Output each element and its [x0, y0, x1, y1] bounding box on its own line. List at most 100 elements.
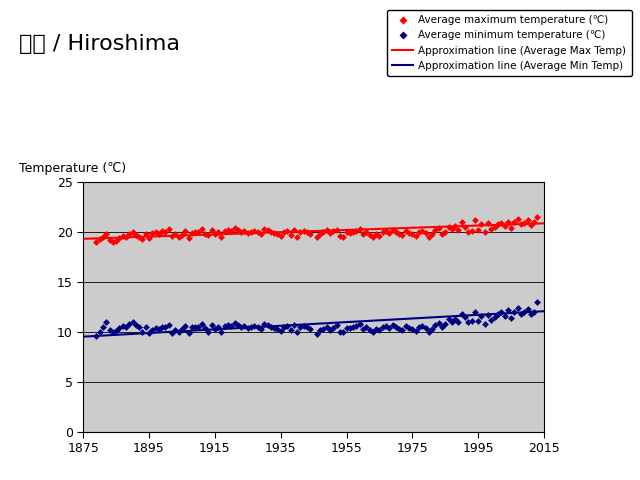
- Point: [220, 323, 230, 330]
- Point: [493, 220, 503, 228]
- Point: [134, 233, 144, 241]
- Point: [295, 228, 305, 236]
- Point: [318, 228, 328, 236]
- Point: [92, 239, 102, 246]
- Point: [345, 324, 355, 332]
- Point: [249, 323, 259, 330]
- Point: [134, 324, 144, 331]
- Point: [256, 230, 266, 238]
- Point: [332, 227, 342, 234]
- Point: [467, 317, 477, 325]
- Point: [108, 328, 118, 336]
- Point: [496, 219, 506, 227]
- Point: [236, 324, 246, 331]
- Point: [456, 218, 467, 226]
- Point: [262, 227, 273, 234]
- Point: [272, 230, 282, 238]
- Point: [506, 314, 516, 322]
- Point: [519, 308, 529, 316]
- Point: [184, 234, 194, 242]
- Point: [444, 315, 454, 323]
- Point: [447, 318, 457, 326]
- Point: [223, 321, 233, 329]
- Point: [483, 219, 493, 227]
- Point: [427, 325, 437, 333]
- Point: [164, 226, 174, 233]
- Point: [351, 323, 362, 330]
- Point: [453, 318, 463, 326]
- Point: [325, 326, 335, 334]
- Point: [161, 324, 171, 331]
- Point: [289, 227, 299, 234]
- Point: [253, 324, 263, 331]
- Point: [150, 228, 161, 236]
- Point: [127, 318, 138, 326]
- Point: [101, 318, 111, 326]
- Point: [433, 225, 444, 232]
- Point: [453, 227, 463, 234]
- Point: [509, 218, 520, 226]
- Point: [490, 224, 500, 231]
- Point: [368, 233, 378, 241]
- Point: [154, 325, 164, 333]
- Point: [433, 319, 444, 327]
- Point: [269, 229, 279, 237]
- Point: [506, 225, 516, 232]
- Point: [95, 236, 105, 243]
- Point: [391, 228, 401, 236]
- Text: 広島 / Hiroshima: 広島 / Hiroshima: [19, 34, 180, 54]
- Point: [115, 234, 125, 242]
- Point: [157, 324, 167, 331]
- Point: [516, 311, 526, 318]
- Point: [401, 228, 411, 235]
- Point: [233, 227, 243, 234]
- Point: [187, 324, 197, 331]
- Point: [279, 228, 289, 236]
- Point: [430, 321, 440, 329]
- Point: [220, 228, 230, 235]
- Point: [279, 324, 289, 331]
- Point: [440, 228, 451, 236]
- Point: [104, 237, 115, 244]
- Point: [141, 324, 151, 331]
- Point: [381, 228, 391, 235]
- Point: [190, 228, 200, 236]
- Point: [115, 324, 125, 332]
- Point: [394, 325, 404, 333]
- Point: [246, 228, 256, 236]
- Point: [200, 230, 210, 238]
- Point: [210, 230, 220, 238]
- Point: [407, 230, 417, 238]
- Point: [318, 325, 328, 333]
- Point: [338, 328, 348, 336]
- Point: [322, 227, 332, 234]
- Point: [447, 226, 457, 233]
- Point: [470, 308, 480, 316]
- Point: [407, 325, 417, 333]
- Point: [249, 228, 259, 235]
- Point: [371, 230, 381, 238]
- Point: [233, 321, 243, 329]
- Point: [230, 225, 240, 232]
- Point: [118, 232, 128, 240]
- Point: [213, 228, 223, 236]
- Point: [417, 323, 428, 330]
- Point: [410, 232, 420, 240]
- Point: [282, 323, 292, 330]
- Point: [187, 229, 197, 237]
- Point: [378, 228, 388, 236]
- Point: [522, 216, 532, 224]
- Point: [147, 229, 157, 237]
- Point: [170, 230, 180, 238]
- Point: [397, 231, 408, 239]
- Point: [266, 324, 276, 331]
- Point: [355, 226, 365, 233]
- Point: [256, 325, 266, 333]
- Point: [259, 226, 269, 233]
- Point: [121, 324, 131, 331]
- Point: [456, 311, 467, 318]
- Point: [203, 328, 213, 336]
- Point: [154, 230, 164, 238]
- Point: [502, 218, 513, 226]
- Point: [532, 299, 543, 306]
